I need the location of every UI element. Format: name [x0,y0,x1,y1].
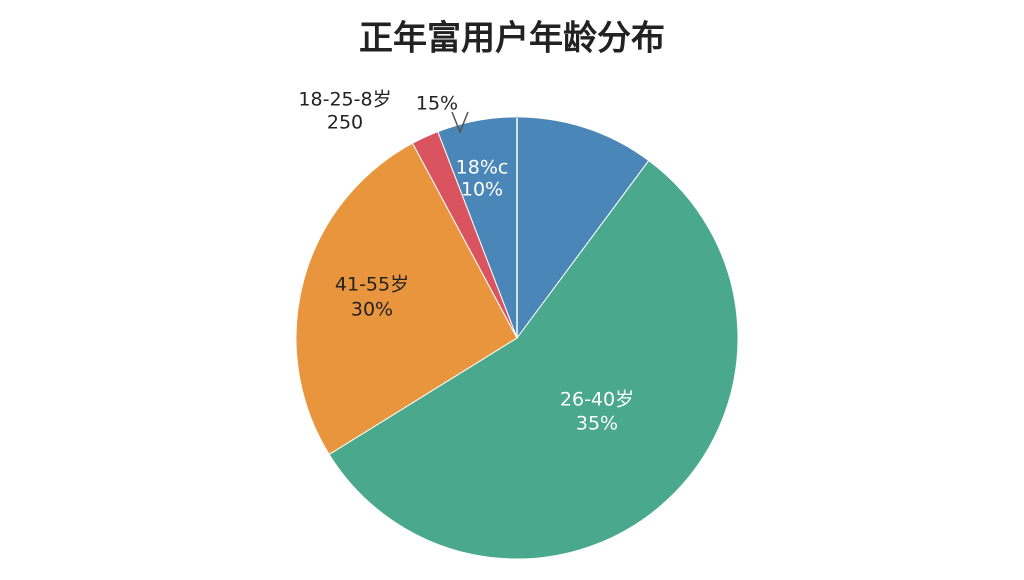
slice-note: 15% [416,93,458,115]
slice-label: 18-25-8岁 [298,89,391,111]
slice-label: 18%c [456,157,509,179]
pie-slice [328,159,739,560]
slice-label: 41-55岁 [335,274,409,296]
chart-title: 正年富用户年龄分布 [359,19,665,59]
slice-label: 26-40岁 [560,389,634,411]
slice-note: 10% [461,179,503,201]
slices [295,116,739,560]
pie-slice [295,142,518,456]
slice-note: 30% [351,299,393,321]
leader-line [451,111,469,135]
pie-slice [411,131,518,339]
annotation: 250 [327,112,363,134]
slice-note: 35% [576,413,618,435]
